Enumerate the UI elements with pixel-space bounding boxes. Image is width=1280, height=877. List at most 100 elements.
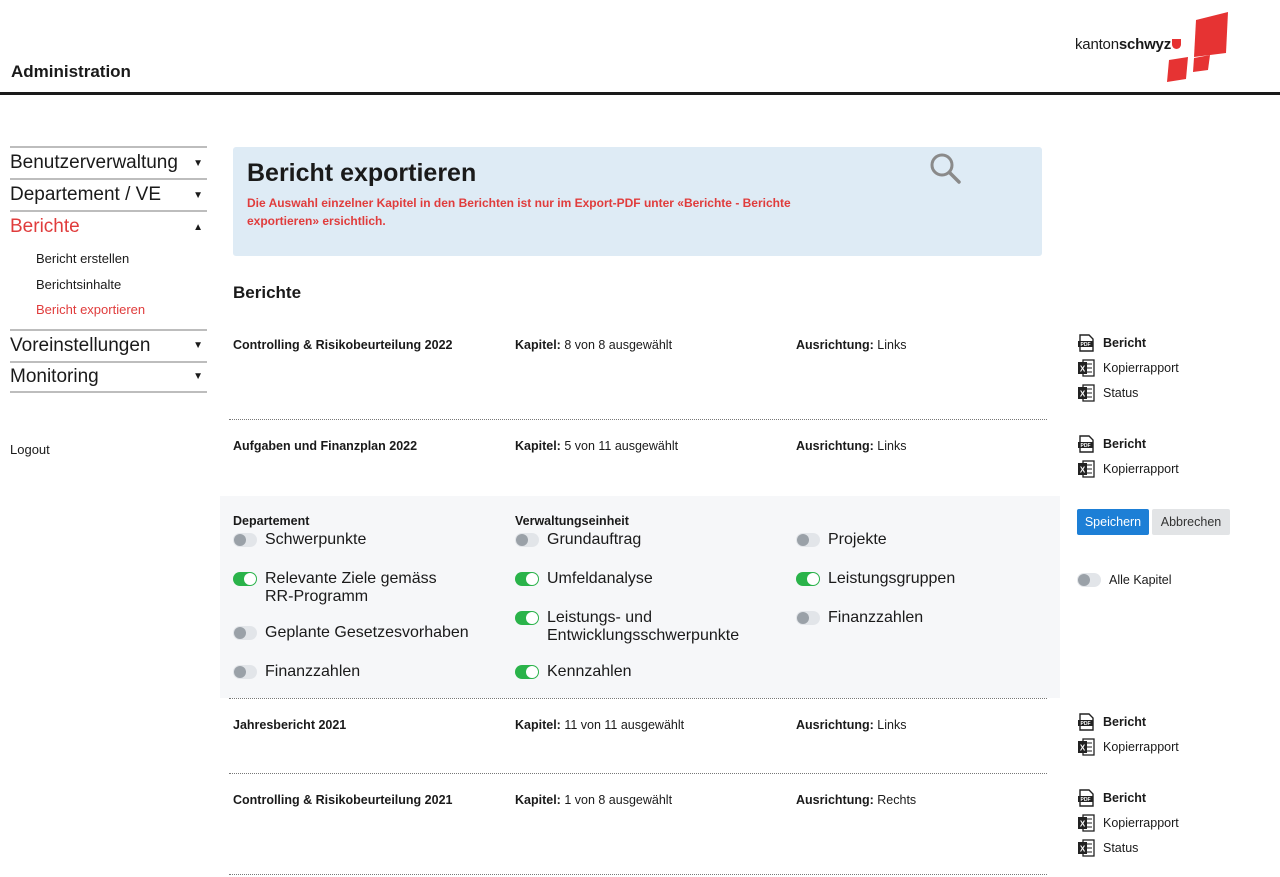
sidebar-item-label: Departement / VE [10, 184, 162, 205]
svg-text:PDF: PDF [1081, 342, 1091, 348]
pdf-icon: PDF [1078, 333, 1094, 352]
caret-down-icon: ▼ [193, 340, 203, 351]
report-downloads: PDF Bericht X Kopierrapport X Status [1077, 785, 1179, 860]
sidebar-item-voreinstellungen[interactable]: Voreinstellungen ▼ [10, 328, 207, 361]
toggle-switch[interactable] [796, 572, 820, 586]
svg-text:X: X [1080, 819, 1086, 828]
pdf-icon: PDF [1078, 434, 1094, 453]
logout-link[interactable]: Logout [10, 442, 50, 457]
caret-up-icon: ▲ [193, 221, 203, 233]
kanton-schwyz-logo[interactable]: kantonschwyz [1075, 12, 1235, 84]
download-kopierrapport-xls[interactable]: X Kopierrapport [1077, 355, 1179, 380]
download-status-xls[interactable]: X Status [1077, 835, 1179, 860]
shield-icon [1172, 39, 1182, 49]
departement-column: Departement [233, 514, 309, 532]
download-bericht-pdf[interactable]: PDF Bericht [1077, 330, 1179, 355]
app-header: Administration kantonschwyz [0, 0, 1280, 95]
svg-text:X: X [1080, 743, 1086, 752]
report-kapitel: Kapitel: 11 von 11 ausgewählt [515, 718, 685, 732]
toggle-projekte[interactable]: Projekte [796, 531, 1016, 549]
download-kopierrapport-xls[interactable]: X Kopierrapport [1077, 456, 1179, 481]
report-kapitel: Kapitel: 5 von 11 ausgewählt [515, 439, 679, 453]
subnav-bericht-exportieren[interactable]: Bericht exportieren [36, 302, 146, 317]
caret-down-icon: ▼ [193, 157, 203, 169]
report-name: Aufgaben und Finanzplan 2022 [233, 439, 418, 453]
toggle-switch[interactable] [1077, 573, 1101, 587]
svg-text:PDF: PDF [1081, 797, 1091, 803]
caret-down-icon: ▼ [193, 371, 203, 382]
report-ausrichtung: Ausrichtung: Rechts [796, 793, 917, 807]
svg-text:PDF: PDF [1081, 721, 1091, 727]
toggle-grundauftrag[interactable]: Grundauftrag [515, 531, 735, 549]
download-bericht-pdf[interactable]: PDF Bericht [1077, 785, 1179, 810]
report-kapitel: Kapitel: 1 von 8 ausgewählt [515, 793, 673, 807]
cancel-button[interactable]: Abbrechen [1152, 509, 1230, 535]
excel-icon: X [1078, 459, 1095, 478]
toggle-switch[interactable] [233, 533, 257, 547]
toggle-switch[interactable] [233, 626, 257, 640]
info-note: Die Auswahl einzelner Kapitel in den Ber… [247, 196, 791, 228]
toggle-switch[interactable] [233, 572, 257, 586]
report-name: Controlling & Risikobeurteilung 2022 [233, 338, 453, 352]
page-title: Bericht exportieren [247, 159, 477, 187]
download-kopierrapport-xls[interactable]: X Kopierrapport [1077, 734, 1179, 759]
download-status-xls[interactable]: X Status [1077, 380, 1179, 405]
sidebar-nav: Benutzerverwaltung ▼ Departement / VE ▼ … [10, 146, 207, 393]
excel-icon: X [1078, 813, 1095, 832]
toggle-switch[interactable] [233, 665, 257, 679]
column-title: Verwaltungseinheit [515, 514, 629, 528]
subnav-bericht-erstellen[interactable]: Bericht erstellen [36, 251, 130, 266]
subnav-berichtsinhalte[interactable]: Berichtsinhalte [36, 276, 122, 292]
chapter-selection-panel: Departement Verwaltungseinheit Schwerpun… [220, 496, 1060, 698]
toggle-switch[interactable] [796, 533, 820, 547]
toggle-finanzzahlen-third[interactable]: Finanzzahlen [796, 609, 1016, 627]
toggle-switch[interactable] [515, 572, 539, 586]
save-button[interactable]: Speichern [1077, 509, 1149, 535]
section-title: Berichte [233, 283, 302, 302]
toggle-finanzzahlen-departement[interactable]: Finanzzahlen [233, 663, 453, 681]
download-bericht-pdf[interactable]: PDF Bericht [1077, 709, 1179, 734]
toggle-switch[interactable] [515, 611, 539, 625]
svg-text:PDF: PDF [1081, 443, 1091, 449]
excel-icon: X [1078, 737, 1095, 756]
toggle-leistungs-entwicklungsschwerpunkte[interactable]: Leistungs- und Entwicklungsschwerpunkte [515, 609, 745, 645]
sidebar-item-benutzerverwaltung[interactable]: Benutzerverwaltung ▼ [10, 146, 207, 178]
row-divider [229, 773, 1047, 774]
berichte-submenu: Bericht erstellen Berichtsinhalte Berich… [10, 242, 207, 329]
svg-text:X: X [1080, 465, 1086, 474]
report-ausrichtung: Ausrichtung: Links [796, 718, 907, 732]
toggle-schwerpunkte[interactable]: Schwerpunkte [233, 531, 453, 549]
toggle-relevante-ziele[interactable]: Relevante Ziele gemäss RR-Programm [233, 570, 463, 606]
svg-text:X: X [1080, 844, 1086, 853]
row-divider [229, 419, 1047, 420]
row-divider [229, 874, 1047, 875]
report-downloads: PDF Bericht X Kopierrapport [1077, 709, 1179, 759]
download-kopierrapport-xls[interactable]: X Kopierrapport [1077, 810, 1179, 835]
download-bericht-pdf[interactable]: PDF Bericht [1077, 431, 1179, 456]
export-banner: Bericht exportieren Die Auswahl einzelne… [233, 147, 1042, 256]
sidebar-item-label: Berichte [10, 216, 80, 237]
toggle-switch[interactable] [515, 665, 539, 679]
toggle-alle-kapitel[interactable]: Alle Kapitel [1077, 573, 1172, 587]
pdf-icon: PDF [1078, 712, 1094, 731]
logo-wordmark: kantonschwyz [1075, 36, 1182, 53]
report-ausrichtung: Ausrichtung: Links [796, 338, 907, 352]
toggle-kennzahlen[interactable]: Kennzahlen [515, 663, 735, 681]
sidebar-item-monitoring[interactable]: Monitoring ▼ [10, 360, 207, 393]
toggle-leistungsgruppen[interactable]: Leistungsgruppen [796, 570, 1016, 588]
excel-icon: X [1078, 383, 1095, 402]
toggle-geplante-gesetzesvorhaben[interactable]: Geplante Gesetzesvorhaben [233, 624, 473, 642]
search-icon[interactable] [929, 152, 963, 186]
column-title: Departement [233, 514, 310, 528]
report-name: Jahresbericht 2021 [233, 718, 347, 732]
toggle-switch[interactable] [515, 533, 539, 547]
svg-text:X: X [1080, 389, 1086, 398]
logo-graphic [1167, 12, 1228, 82]
sidebar-item-label: Monitoring [10, 365, 99, 387]
toggle-switch[interactable] [796, 611, 820, 625]
report-ausrichtung: Ausrichtung: Links [796, 439, 907, 453]
toggle-umfeldanalyse[interactable]: Umfeldanalyse [515, 570, 735, 588]
sidebar-item-berichte[interactable]: Berichte ▲ [10, 210, 207, 242]
sidebar-item-departement-ve[interactable]: Departement / VE ▼ [10, 178, 207, 210]
sidebar-item-label: Benutzerverwaltung [10, 152, 178, 173]
